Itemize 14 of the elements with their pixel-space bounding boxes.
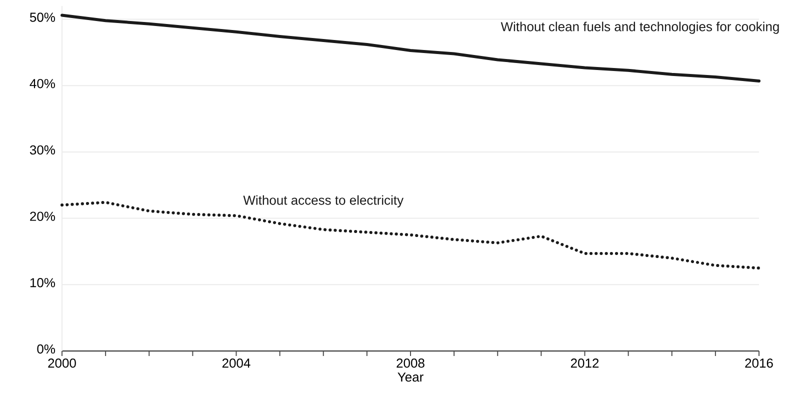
x-tick-label: 2008 xyxy=(396,358,424,368)
x-tick-label: 2004 xyxy=(222,358,250,368)
y-tick-label: 40% xyxy=(30,79,55,88)
x-tick-label: 2000 xyxy=(48,358,76,368)
x-tick-label: 2012 xyxy=(570,358,599,368)
text: Without clean fuels and technologies for cooking xyxy=(500,22,779,34)
y-tick-label: 10% xyxy=(30,278,55,288)
y-tick-label: 0% xyxy=(37,344,55,354)
y-tick-label: 20% xyxy=(30,212,55,221)
y-tick-label: 50% xyxy=(30,12,55,22)
x-axis-title: Year xyxy=(398,372,424,382)
y-tick-label: 30% xyxy=(30,145,55,155)
series-label: Without access to electricity xyxy=(243,195,404,208)
x-tick-label: 2016 xyxy=(745,358,773,368)
